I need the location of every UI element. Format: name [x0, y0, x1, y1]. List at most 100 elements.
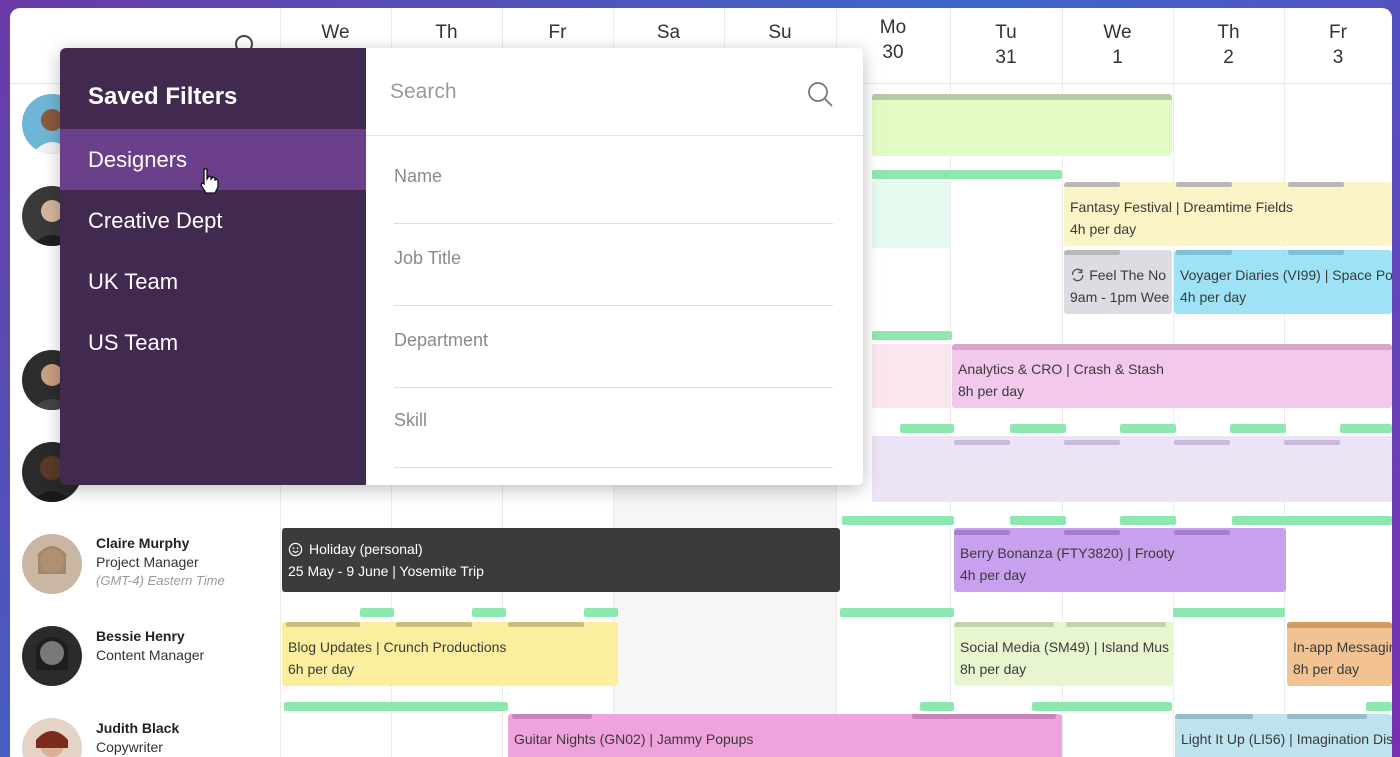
job-title-field[interactable]: Job Title — [394, 224, 833, 306]
capacity-indicator — [1173, 608, 1285, 617]
capacity-indicator — [584, 608, 618, 617]
booking-fantasy[interactable]: Fantasy Festival | Dreamtime Fields 4h p… — [1064, 182, 1392, 246]
capacity-indicator — [900, 424, 954, 433]
booking-holiday[interactable]: Holiday (personal) 25 May - 9 June | Yos… — [282, 528, 840, 592]
field-label: Name — [394, 166, 443, 186]
skill-field[interactable]: Skill — [394, 386, 833, 468]
day-column-header[interactable]: Th 2 — [1173, 8, 1284, 84]
capacity-indicator — [842, 516, 954, 525]
person-info[interactable]: Judith Black Copywriter — [96, 720, 179, 755]
avatar[interactable] — [22, 534, 82, 594]
day-column-header[interactable]: Mo 30 — [836, 8, 950, 84]
filter-label: Designers — [88, 147, 188, 172]
booking-inapp[interactable]: In-app Messagin 8h per day — [1287, 622, 1392, 686]
search-placeholder: Search — [390, 80, 457, 103]
booking-voyager[interactable]: Voyager Diaries (VI99) | Space Pon 4h pe… — [1174, 250, 1392, 314]
capacity-indicator — [1340, 424, 1392, 433]
day-column-header[interactable]: Fr 3 — [1284, 8, 1392, 84]
recurring-icon — [1071, 268, 1084, 282]
day-date: 30 — [882, 42, 904, 63]
saved-filters-popup: Saved Filters Designers Creative Dept UK… — [60, 48, 863, 485]
capacity-indicator — [872, 170, 1062, 179]
day-of-week: Tu — [995, 22, 1017, 43]
booking-title: Holiday (personal) — [309, 541, 423, 557]
capacity-indicator — [840, 608, 954, 617]
booking-feel[interactable]: Feel The No 9am - 1pm Wee — [1064, 250, 1172, 314]
search-icon[interactable] — [807, 81, 835, 109]
person-role: Content Manager — [96, 647, 205, 663]
booking-analytics[interactable]: Analytics & CRO | Crash & Stash 8h per d… — [952, 344, 1392, 408]
booking-title: Voyager Diaries (VI99) | Space Pon — [1180, 267, 1392, 283]
person-timezone: (GMT-4) Eastern Time — [96, 573, 225, 588]
day-column-header[interactable]: Tu 31 — [950, 8, 1062, 84]
booking-title: Social Media (SM49) | Island Mus — [960, 639, 1170, 655]
booking-hours: 8h per day — [958, 383, 1025, 399]
hand-cursor-icon — [200, 168, 219, 194]
day-of-week: Th — [435, 22, 458, 43]
person-role: Project Manager — [96, 554, 199, 570]
booking-title: Blog Updates | Crunch Productions — [288, 639, 507, 655]
person-info[interactable]: Claire Murphy Project Manager (GMT-4) Ea… — [96, 535, 225, 588]
booking-light[interactable]: Light It Up (LI56) | Imagination Dis — [1175, 714, 1392, 757]
day-of-week: We — [321, 22, 350, 43]
day-of-week: Su — [768, 22, 792, 43]
booking-hours: 8h per day — [960, 661, 1027, 677]
day-date: 31 — [995, 47, 1017, 68]
person-name: Claire Murphy — [96, 535, 190, 551]
person-info[interactable]: Bessie Henry Content Manager — [96, 628, 204, 663]
filter-item-uk-team[interactable]: UK Team — [60, 251, 366, 312]
booking-berry[interactable]: Berry Bonanza (FTY3820) | Frooty 4h per … — [954, 528, 1286, 592]
person-role: Copywriter — [96, 739, 163, 755]
booking-dates: 25 May - 9 June | Yosemite Trip — [288, 563, 484, 579]
filter-item-designers[interactable]: Designers — [60, 129, 366, 194]
field-label: Job Title — [394, 248, 462, 268]
booking-bar[interactable] — [872, 94, 1172, 156]
filter-label: Creative Dept — [88, 208, 223, 233]
booking-hours: 8h per day — [1293, 661, 1360, 677]
filter-item-creative-dept[interactable]: Creative Dept — [60, 190, 366, 251]
booking-guitar[interactable]: Guitar Nights (GN02) | Jammy Popups — [508, 714, 1062, 757]
booking-title: Light It Up (LI56) | Imagination Dis — [1181, 731, 1392, 747]
filter-item-us-team[interactable]: US Team — [60, 312, 366, 373]
capacity-indicator — [360, 608, 394, 617]
smiley-icon — [288, 542, 303, 556]
booking-bar[interactable] — [872, 182, 950, 248]
booking-social[interactable]: Social Media (SM49) | Island Mus 8h per … — [954, 622, 1174, 686]
avatar[interactable] — [22, 718, 82, 757]
popup-title: Saved Filters — [88, 83, 238, 110]
day-of-week: Mo — [879, 17, 907, 38]
capacity-indicator — [1120, 424, 1176, 433]
day-of-week: We — [1103, 22, 1132, 43]
booking-blog[interactable]: Blog Updates | Crunch Productions 6h per… — [282, 622, 618, 686]
search-input[interactable]: Search — [366, 48, 863, 136]
capacity-indicator — [1120, 516, 1176, 525]
day-of-week: Fr — [548, 22, 567, 43]
day-date: 3 — [1332, 47, 1344, 68]
person-name: Judith Black — [96, 720, 180, 736]
day-of-week: Sa — [656, 22, 681, 43]
booking-hours: 4h per day — [960, 567, 1027, 583]
day-column-header[interactable]: We 1 — [1062, 8, 1173, 84]
day-of-week: Th — [1217, 22, 1240, 43]
filter-label: US Team — [88, 330, 179, 355]
capacity-indicator — [1010, 516, 1066, 525]
booking-title: Feel The No — [1089, 267, 1166, 283]
booking-title: In-app Messagin — [1293, 639, 1392, 655]
day-of-week: Fr — [1329, 22, 1347, 43]
booking-bar[interactable] — [872, 436, 1392, 502]
avatar[interactable] — [22, 626, 82, 686]
field-label: Skill — [394, 410, 428, 430]
field-label: Department — [394, 330, 489, 350]
name-field[interactable]: Name — [394, 142, 833, 224]
capacity-indicator — [872, 331, 952, 340]
grid-line — [950, 8, 951, 757]
person-name: Bessie Henry — [96, 628, 185, 644]
booking-hours: 6h per day — [288, 661, 355, 677]
capacity-indicator — [284, 702, 508, 711]
booking-title: Fantasy Festival | Dreamtime Fields — [1070, 199, 1294, 215]
booking-bar[interactable] — [872, 344, 950, 408]
day-date: 1 — [1112, 47, 1123, 68]
capacity-indicator — [1010, 424, 1066, 433]
department-field[interactable]: Department — [394, 306, 833, 388]
filter-label: UK Team — [88, 269, 179, 294]
